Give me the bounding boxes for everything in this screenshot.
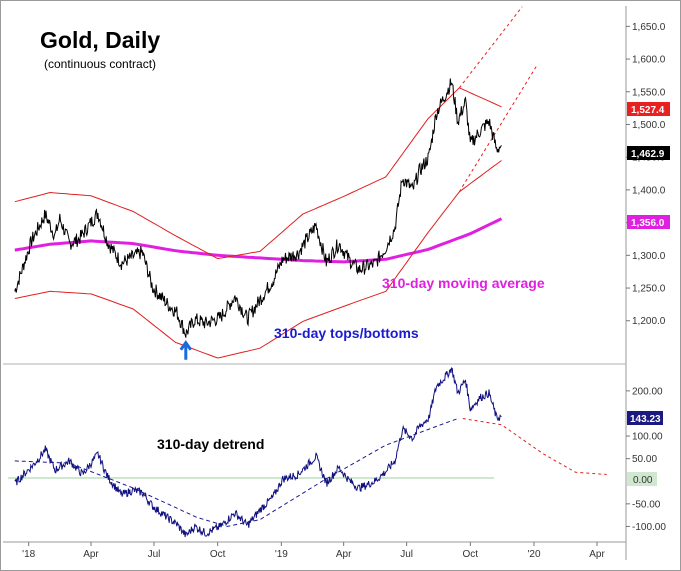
detrend-cycle-projection [462,418,607,475]
last-price-label: 1,462.9 [627,146,670,160]
price-y-axis: 1,200.01,250.01,300.01,350.01,400.01,450… [626,22,666,327]
tops-bottoms-annotation: 310-day tops/bottoms [274,325,419,341]
chart-title: Gold, Daily [40,27,160,53]
price-panel-series [14,6,538,359]
detrend-y-tick-label: 50.00 [632,454,657,465]
detrend-last-value: 143.23 [630,414,661,425]
price-y-tick-label: 1,400.0 [632,185,666,196]
price-band-line [14,160,502,359]
up-arrow-icon [179,340,193,360]
moving-average-line [14,217,503,264]
detrend-annotation: 310-day detrend [157,436,264,452]
price-band-line [14,87,502,260]
x-tick-label: Jul [400,549,413,560]
detrend-line [14,367,502,538]
price-y-tick-label: 1,300.0 [632,251,666,262]
price-band-projection [458,65,538,193]
x-tick-label: Oct [463,549,479,560]
detrend-y-tick-label: 200.00 [632,386,663,397]
x-tick-label: '18 [22,549,35,560]
x-tick-label: '19 [275,549,288,560]
upper-band-value: 1,527.4 [631,105,665,116]
x-axis: '18 Apr Jul Oct '19 Apr Jul Oct '20 Apr [22,542,605,560]
detrend-panel-series [14,367,607,538]
ma-value-label: 1,356.0 [627,215,670,229]
price-band-projection [458,6,523,89]
x-tick-label: Apr [83,549,99,560]
detrend-y-tick-label: -100.00 [632,522,666,533]
detrend-cycle-line [14,417,460,527]
price-y-tick-label: 1,250.0 [632,284,666,295]
price-line [14,78,502,338]
detrend-y-tick-label: 100.00 [632,432,663,443]
detrend-y-axis: -100.00 -50.00 50.00 100.00 200.00 [626,386,666,533]
moving-average-annotation: 310-day moving average [382,275,545,291]
price-y-tick-label: 1,550.0 [632,87,666,98]
x-tick-label: '20 [527,549,540,560]
detrend-y-tick-label: -50.00 [632,499,661,510]
x-tick-label: Apr [589,549,605,560]
ma-value: 1,356.0 [631,218,665,229]
last-price-value: 1,462.9 [631,149,665,160]
price-y-tick-label: 1,600.0 [632,55,666,66]
x-tick-label: Apr [336,549,352,560]
detrend-last-label: 143.23 [627,411,663,425]
detrend-zero-value: 0.00 [633,475,653,486]
price-y-tick-label: 1,200.0 [632,316,666,327]
chart-subtitle: (continuous contract) [44,57,156,71]
detrend-zero-label: 0.00 [627,472,657,486]
x-tick-label: Oct [210,549,226,560]
upper-band-label: 1,527.4 [627,102,670,116]
price-y-tick-label: 1,500.0 [632,120,666,131]
x-tick-label: Jul [148,549,161,560]
price-y-tick-label: 1,650.0 [632,22,666,33]
